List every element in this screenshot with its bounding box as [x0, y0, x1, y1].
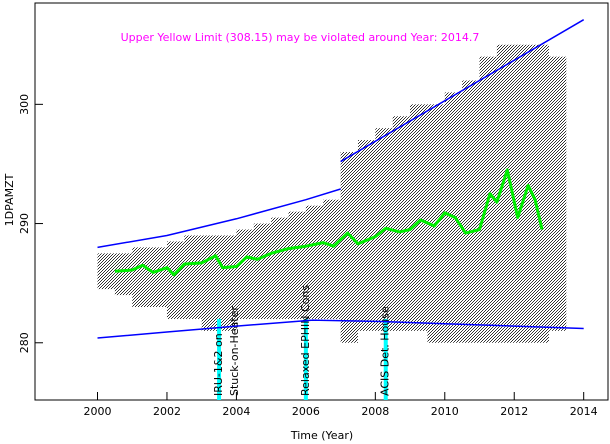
x-tick-label: 2014: [570, 405, 598, 418]
data-cloud: [288, 211, 306, 319]
data-cloud: [514, 44, 532, 343]
data-cloud: [166, 241, 185, 319]
event-label: Relaxed EPHIN Cons: [299, 285, 312, 396]
x-tick-label: 2000: [84, 405, 112, 418]
x-tick-label: 2010: [431, 405, 459, 418]
data-cloud: [271, 217, 289, 319]
data-cloud: [114, 253, 133, 296]
data-cloud: [97, 253, 115, 290]
event-label: ACIS Det. House: [379, 306, 392, 396]
x-tick-label: 2004: [222, 405, 250, 418]
series-line: [114, 168, 544, 277]
data-cloud: [548, 56, 567, 331]
series-line: [340, 19, 585, 163]
y-tick-label: 280: [18, 332, 31, 353]
series-line: [97, 319, 584, 339]
data-cloud: [149, 247, 167, 308]
x-axis-label: Time (Year): [290, 429, 353, 442]
plot-frame: [34, 2, 609, 401]
y-tick-label: 290: [18, 213, 31, 234]
data-cloud: [184, 235, 202, 319]
x-tick-label: 2012: [500, 405, 528, 418]
data-cloud: [219, 235, 237, 331]
data-cloud: [410, 104, 428, 331]
chart-title: Upper Yellow Limit (308.15) may be viola…: [121, 31, 480, 44]
data-cloud: [340, 152, 358, 343]
data-cloud: [462, 80, 480, 343]
data-cloud: [132, 247, 150, 308]
data-cloud: [496, 44, 515, 343]
data-cloud: [323, 199, 341, 319]
event-label: IRU-1&2 on: [212, 333, 225, 396]
data-cloud: [253, 223, 272, 319]
data-cloud: [201, 235, 220, 331]
event-label: Stuck-on-Heater: [228, 306, 241, 396]
x-tick-label: 2006: [292, 405, 320, 418]
y-axis-label: 1DPAMZT: [3, 173, 16, 226]
data-cloud: [305, 205, 324, 319]
y-tick-label: 300: [18, 94, 31, 115]
data-cloud: [392, 116, 411, 331]
x-tick-label: 2008: [361, 405, 389, 418]
x-tick-label: 2002: [153, 405, 181, 418]
data-cloud: [531, 44, 549, 343]
data-cloud: [357, 140, 376, 331]
series-line: [97, 188, 341, 249]
data-cloud: [236, 229, 254, 319]
